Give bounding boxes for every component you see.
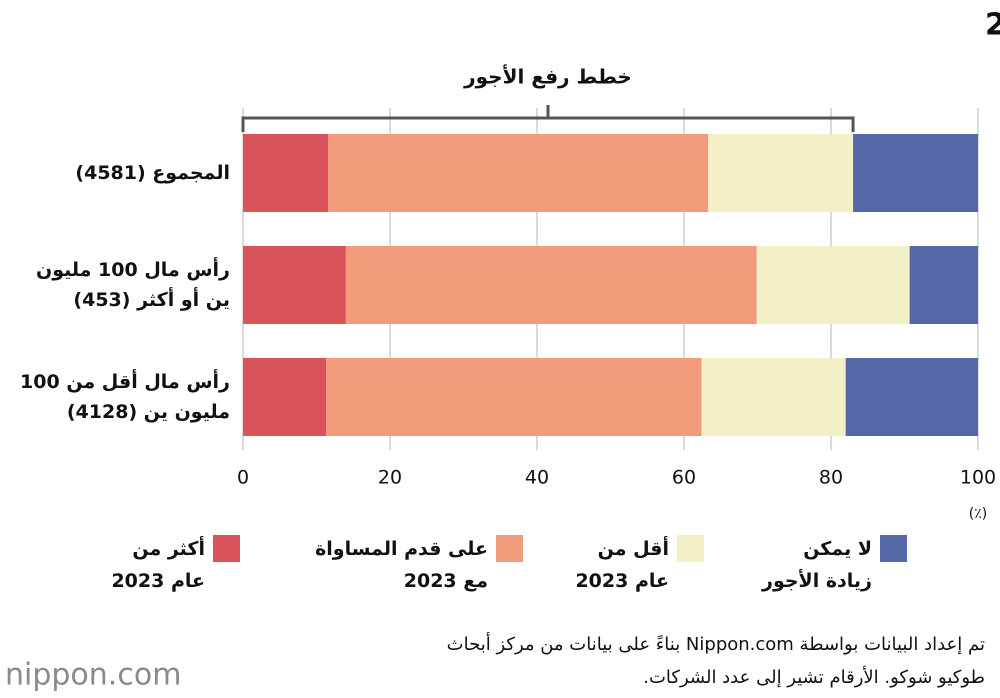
legend-swatch xyxy=(677,535,704,562)
bar-segment xyxy=(708,134,854,212)
category-label: المجموع (4581) xyxy=(75,162,230,184)
bracket xyxy=(241,105,855,132)
chart-title: توقعات رفع الأجور في 2024 xyxy=(985,6,1000,43)
bar-segment xyxy=(345,246,757,324)
legend-swatch xyxy=(496,535,523,562)
legend-label: لا يمكن زيادة الأجور xyxy=(762,538,872,592)
x-tick-label: 60 xyxy=(672,467,696,489)
category-label: رأس مال أقل من 100 مليون ين (4128) xyxy=(20,371,230,423)
bar-segment xyxy=(909,246,978,324)
legend-label: على قدم المساواة مع 2023 xyxy=(315,538,488,592)
bar-segment xyxy=(756,246,910,324)
bar-segment xyxy=(243,134,329,212)
legend-label: أقل من عام 2023 xyxy=(575,538,669,592)
x-tick-label: 40 xyxy=(525,467,549,489)
bar-segment xyxy=(845,358,978,436)
footnote: تم إعداد البيانات بواسطة Nippon.com بناء… xyxy=(446,634,985,688)
x-tick-label: 20 xyxy=(378,467,402,489)
bar-segment xyxy=(853,134,978,212)
bar-segment xyxy=(243,358,327,436)
bar-segment xyxy=(326,358,702,436)
logo: nippon.com xyxy=(5,658,181,693)
bar-segment xyxy=(701,358,846,436)
legend-label: أكثر من عام 2023 xyxy=(111,538,205,592)
bar-segment xyxy=(243,246,346,324)
legend-swatch xyxy=(213,535,240,562)
category-label: رأس مال 100 مليون ين أو أكثر (453) xyxy=(36,259,230,311)
bracket-label: خطط رفع الأجور xyxy=(463,64,632,89)
x-tick-label: 0 xyxy=(237,467,249,489)
legend-swatch xyxy=(880,535,907,562)
bar-segment xyxy=(328,134,709,212)
x-tick-label: 100 xyxy=(960,467,996,489)
x-tick-label: 80 xyxy=(819,467,843,489)
x-unit: (٪) xyxy=(969,506,987,522)
